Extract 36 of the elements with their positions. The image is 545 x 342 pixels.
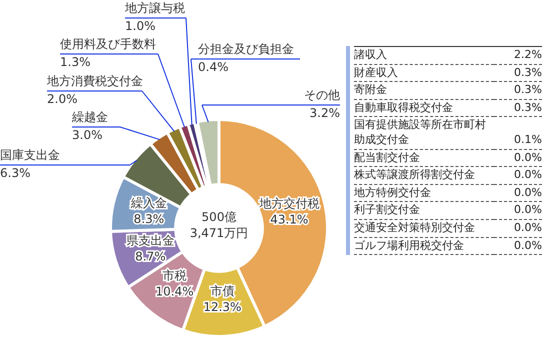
slice-label: 分担金及び負担金 [198, 42, 294, 56]
slice-label: 国庫支出金 [0, 148, 60, 162]
data-label: 10.4% [155, 284, 194, 299]
data-label: 12.3% [203, 300, 242, 314]
data-label: 8.3% [134, 212, 164, 226]
slice-label: 地方消費税交付金 [46, 74, 143, 88]
slice-label: 市債 [210, 284, 234, 298]
text: 財産収入 0.3% [354, 66, 542, 79]
text: ゴルフ場利用税交付金 0.0% [354, 238, 542, 252]
data-label: 1.3% [60, 55, 90, 70]
data-label: 43.1% [270, 212, 308, 227]
text: 寄附金 0.3% [354, 83, 542, 96]
slice-label: 市税 [162, 268, 187, 283]
text: 諸収入 2.2% [354, 48, 542, 61]
slice-label: 県支出金 [126, 234, 174, 248]
slice-label: その他 [304, 88, 340, 102]
data-label: 1.0% [125, 19, 156, 34]
slice-label: 地方譲与税 [124, 1, 185, 16]
slice-label: 使用料及び手数料 [60, 37, 156, 52]
data-label: 0.4% [198, 60, 228, 74]
slice-label: 繰入金 [130, 196, 167, 210]
slice-label: 繰越金 [71, 110, 108, 124]
text: 利子割交付金 0.0% [354, 203, 542, 216]
data-label: 3.0% [72, 128, 102, 142]
text: 交通安全対策特別交付金 0.0% [354, 220, 542, 234]
text: 地方特例交付金 0.0% [354, 186, 542, 199]
data-label: 6.3% [0, 166, 30, 180]
data-label: 3.2% [310, 106, 340, 120]
data-label: 2.0% [47, 92, 78, 106]
text: 自動車取得税交付金 0.3% [354, 100, 542, 114]
data-label: 8.7% [135, 250, 166, 264]
slice-label: 地方交付税 [258, 196, 320, 211]
text: 国有提供施設等所在市町村助成交付金 0.1% [354, 118, 542, 146]
text: 配当割交付金 0.0% [354, 150, 542, 164]
text: 500億 3,471万円 [190, 210, 248, 240]
text: 株式等譲渡所得割交付金 0.0% [354, 168, 542, 182]
